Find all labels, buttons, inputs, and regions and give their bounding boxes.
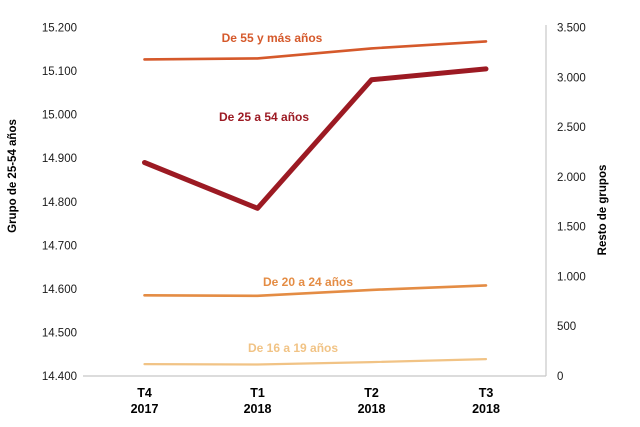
- left-axis-tick-label: 15.000: [42, 110, 77, 122]
- x-axis-category-label: T1 2018: [244, 386, 272, 416]
- series-line-de-55-y-m-s-a-os: [143, 40, 488, 61]
- left-axis-tick-label: 14.600: [42, 284, 77, 296]
- series-label-de-25-a-54-a-os: De 25 a 54 años: [219, 110, 309, 124]
- right-axis-tick-label: 1.000: [557, 271, 586, 283]
- series-label-de-16-a-19-a-os: De 16 a 19 años: [248, 341, 338, 355]
- right-axis-tick-label: 3.500: [557, 23, 586, 35]
- series-line-de-16-a-19-a-os: [143, 358, 488, 366]
- right-axis-tick-label: 500: [557, 321, 576, 333]
- left-axis-tick-label: 15.200: [42, 23, 77, 35]
- left-axis-tick-label: 15.100: [42, 66, 77, 78]
- left-axis-title: Grupo de 25-54 años: [7, 119, 19, 233]
- series-label-de-20-a-24-a-os: De 20 a 24 años: [263, 275, 353, 289]
- left-axis-tick-label: 14.400: [42, 371, 77, 383]
- x-axis-category-label: T2 2018: [358, 386, 386, 416]
- x-axis-category-label: T4 2017: [131, 386, 159, 416]
- series-line-de-25-a-54-a-os: [142, 66, 489, 211]
- right-axis-tick-label: 3.000: [557, 72, 586, 84]
- right-axis-title: Resto de grupos: [597, 165, 609, 256]
- right-axis-tick-label: 1.500: [557, 222, 586, 234]
- right-axis-tick-label: 2.500: [557, 122, 586, 134]
- right-axis-tick-label: 0: [557, 371, 563, 383]
- left-axis-tick-label: 14.900: [42, 153, 77, 165]
- left-axis-tick-label: 14.800: [42, 197, 77, 209]
- series-label-de-55-y-m-s-a-os: De 55 y más años: [222, 31, 323, 45]
- left-axis-tick-label: 14.500: [42, 327, 77, 339]
- right-axis-tick-label: 2.000: [557, 172, 586, 184]
- series-line-de-20-a-24-a-os: [143, 284, 488, 298]
- x-axis-category-label: T3 2018: [472, 386, 500, 416]
- left-axis-tick-label: 14.700: [42, 240, 77, 252]
